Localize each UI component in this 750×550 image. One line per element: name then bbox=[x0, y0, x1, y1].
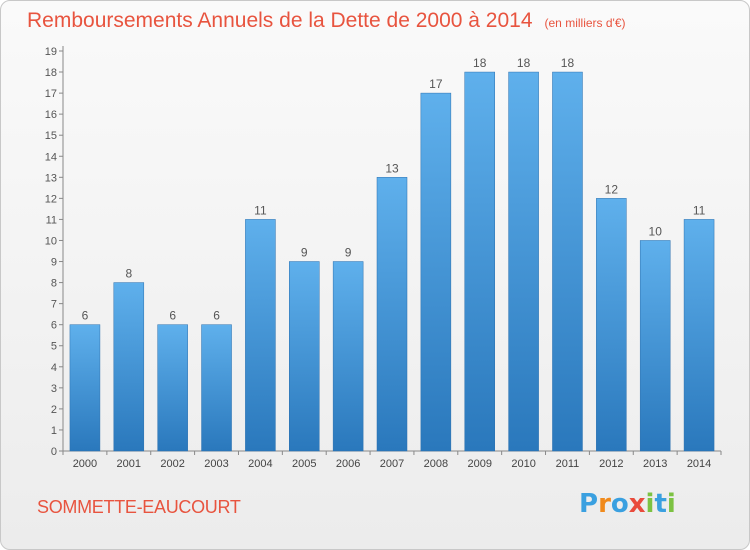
bar-2004 bbox=[245, 219, 276, 452]
proxiti-logo: Proxiti bbox=[579, 489, 676, 519]
bar-2014 bbox=[683, 219, 715, 452]
y-tick-label: 16 bbox=[45, 109, 57, 121]
logo-letter: o bbox=[610, 489, 629, 519]
y-tick-label: 7 bbox=[51, 299, 57, 311]
logo-letter: i bbox=[666, 489, 676, 519]
x-tick-label-2012: 2012 bbox=[599, 458, 623, 470]
bar-2002 bbox=[157, 324, 188, 452]
x-tick-label-2008: 2008 bbox=[424, 458, 448, 470]
data-label-2002: 6 bbox=[169, 309, 176, 323]
bar-2001 bbox=[113, 282, 145, 452]
y-tick-label: 3 bbox=[51, 383, 57, 395]
y-tick-label: 10 bbox=[45, 235, 57, 247]
data-label-2008: 17 bbox=[429, 77, 443, 91]
bar-2013 bbox=[639, 240, 671, 452]
x-tick-label-2001: 2001 bbox=[117, 458, 141, 470]
x-tick-label-2004: 2004 bbox=[248, 458, 272, 470]
y-tick-label: 15 bbox=[45, 130, 57, 142]
x-tick-label-2005: 2005 bbox=[292, 458, 316, 470]
bar-2003 bbox=[201, 324, 232, 452]
data-label-2004: 11 bbox=[254, 203, 267, 217]
bar-2000 bbox=[69, 324, 101, 452]
y-tick-label: 4 bbox=[51, 362, 57, 374]
chart-title: Remboursements Annuels de la Dette de 20… bbox=[27, 9, 626, 33]
logo-letter: t bbox=[654, 489, 667, 519]
y-tick-label: 9 bbox=[51, 257, 57, 269]
data-label-2014: 11 bbox=[693, 203, 706, 217]
commune-name: SOMMETTE-EAUCOURT bbox=[37, 497, 241, 517]
bar-2011 bbox=[552, 71, 583, 452]
x-tick-label-2010: 2010 bbox=[511, 458, 535, 470]
y-tick-label: 1 bbox=[51, 425, 57, 437]
unit-note: (en milliers d'€) bbox=[544, 16, 626, 30]
data-label-2010: 18 bbox=[517, 56, 531, 70]
y-tick-label: 13 bbox=[45, 172, 57, 184]
y-tick-label: 12 bbox=[45, 193, 57, 205]
data-label-2005: 9 bbox=[301, 246, 308, 260]
data-label-2007: 13 bbox=[385, 161, 399, 175]
data-label-2009: 18 bbox=[473, 56, 487, 70]
data-label-2000: 6 bbox=[82, 309, 89, 323]
bar-2009 bbox=[464, 71, 495, 452]
x-tick-label-2000: 2000 bbox=[73, 458, 97, 470]
y-tick-label: 19 bbox=[45, 46, 57, 58]
data-label-2003: 6 bbox=[213, 309, 220, 323]
y-tick-label: 17 bbox=[45, 88, 57, 100]
y-tick-label: 5 bbox=[51, 341, 57, 353]
data-label-2011: 18 bbox=[561, 56, 575, 70]
bar-2005 bbox=[289, 261, 320, 452]
y-tick-label: 11 bbox=[46, 214, 57, 226]
x-tick-label-2007: 2007 bbox=[380, 458, 404, 470]
x-tick-label-2002: 2002 bbox=[160, 458, 184, 470]
bar-2006 bbox=[332, 261, 364, 452]
y-tick-label: 14 bbox=[45, 151, 57, 163]
data-label-2001: 8 bbox=[125, 267, 132, 281]
data-label-2006: 9 bbox=[345, 246, 352, 260]
data-label-2013: 10 bbox=[649, 224, 663, 238]
x-tick-label-2011: 2011 bbox=[556, 458, 580, 470]
y-tick-label: 6 bbox=[51, 320, 57, 332]
y-tick-label: 0 bbox=[51, 446, 57, 458]
y-tick-label: 2 bbox=[51, 404, 57, 416]
logo-letter: i bbox=[645, 489, 655, 519]
bar-2012 bbox=[596, 198, 627, 452]
x-tick-label-2013: 2013 bbox=[643, 458, 667, 470]
bar-2007 bbox=[376, 177, 408, 452]
y-tick-label: 18 bbox=[45, 67, 57, 79]
chart-title-text: Remboursements Annuels de la Dette de 20… bbox=[27, 9, 533, 32]
x-tick-label-2014: 2014 bbox=[687, 458, 711, 470]
bar-2008 bbox=[420, 92, 452, 452]
logo-letter: P bbox=[579, 489, 599, 519]
x-tick-label-2006: 2006 bbox=[336, 458, 360, 470]
bar-2010 bbox=[508, 71, 539, 452]
data-label-2012: 12 bbox=[605, 182, 619, 196]
x-tick-label-2003: 2003 bbox=[204, 458, 228, 470]
y-tick-label: 8 bbox=[51, 278, 57, 290]
logo-letter: r bbox=[598, 489, 611, 519]
logo-letter: x bbox=[628, 489, 646, 519]
x-tick-label-2009: 2009 bbox=[467, 458, 491, 470]
